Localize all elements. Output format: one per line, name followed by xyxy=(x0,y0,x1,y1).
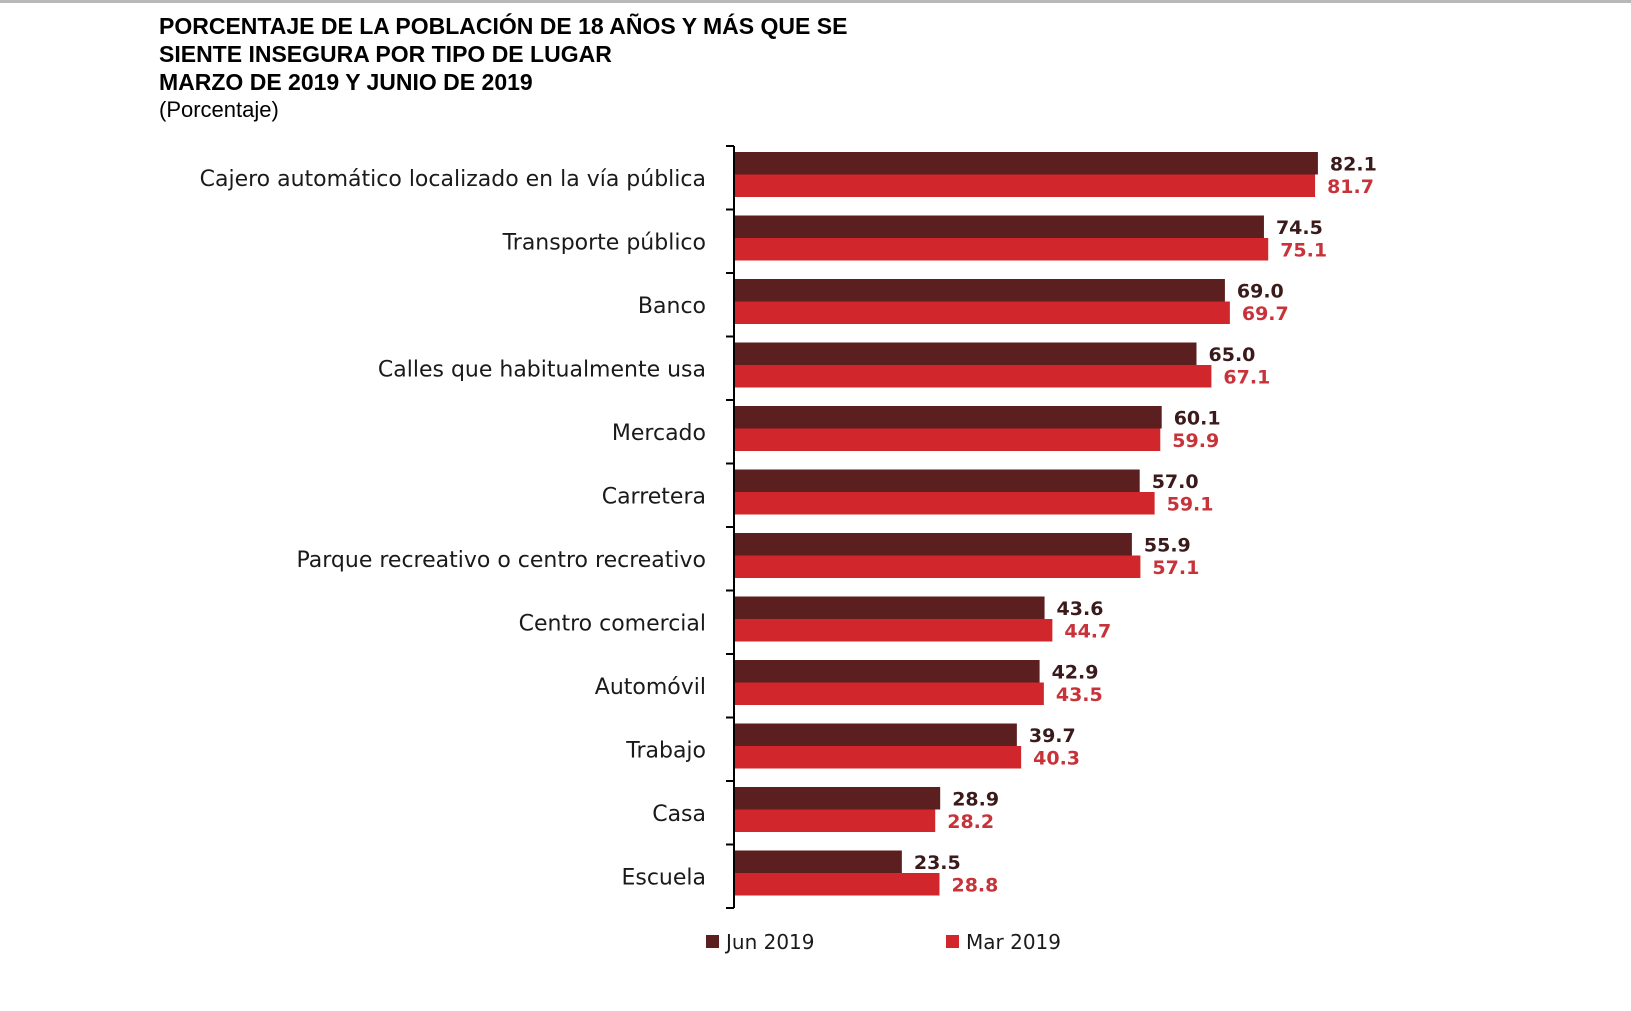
category-label: Cajero automático localizado en la vía p… xyxy=(200,167,706,192)
bar-jun-2019 xyxy=(735,723,1017,746)
value-label-jun-2019: 65.0 xyxy=(1209,344,1256,366)
chart-subtitle: (Porcentaje) xyxy=(159,97,279,122)
value-label-jun-2019: 57.0 xyxy=(1152,471,1199,493)
category-label: Calles que habitualmente usa xyxy=(378,357,706,382)
bar-mar-2019 xyxy=(735,365,1212,388)
category-label: Casa xyxy=(652,802,706,827)
bar-jun-2019 xyxy=(735,787,941,810)
bar-mar-2019 xyxy=(735,873,940,896)
bar-jun-2019 xyxy=(735,279,1225,302)
bar-jun-2019 xyxy=(735,406,1162,429)
bar-jun-2019 xyxy=(735,152,1318,175)
category-label: Automóvil xyxy=(595,675,706,700)
chart-title-line-3: MARZO DE 2019 Y JUNIO DE 2019 xyxy=(159,69,533,95)
value-label-jun-2019: 60.1 xyxy=(1174,407,1221,429)
value-label-jun-2019: 28.9 xyxy=(952,788,999,810)
bar-jun-2019 xyxy=(735,342,1197,365)
chart-title-line-1: PORCENTAJE DE LA POBLACIÓN DE 18 AÑOS Y … xyxy=(159,13,848,39)
bar-mar-2019 xyxy=(735,238,1269,261)
bar-jun-2019 xyxy=(735,596,1045,619)
category-label: Transporte público xyxy=(502,230,706,255)
bar-jun-2019 xyxy=(735,469,1140,492)
bar-mar-2019 xyxy=(735,619,1053,642)
value-label-mar-2019: 44.7 xyxy=(1064,620,1111,642)
value-label-jun-2019: 55.9 xyxy=(1144,534,1191,556)
category-label: Escuela xyxy=(621,865,706,890)
value-label-mar-2019: 67.1 xyxy=(1223,366,1270,388)
bar-mar-2019 xyxy=(735,428,1161,451)
category-label: Centro comercial xyxy=(519,611,706,636)
value-label-mar-2019: 69.7 xyxy=(1242,303,1289,325)
value-label-mar-2019: 81.7 xyxy=(1327,176,1374,198)
chart-title-line-2: SIENTE INSEGURA POR TIPO DE LUGAR xyxy=(159,41,612,67)
top-rule xyxy=(0,0,1631,3)
value-label-jun-2019: 69.0 xyxy=(1237,280,1284,302)
value-label-mar-2019: 43.5 xyxy=(1056,684,1103,706)
bar-jun-2019 xyxy=(735,533,1132,556)
legend-label-mar-2019: Mar 2019 xyxy=(966,930,1061,954)
bar-mar-2019 xyxy=(735,682,1044,705)
value-label-mar-2019: 28.2 xyxy=(947,811,994,833)
bar-mar-2019 xyxy=(735,492,1155,515)
bar-mar-2019 xyxy=(735,301,1230,324)
value-label-mar-2019: 40.3 xyxy=(1033,747,1080,769)
category-label: Trabajo xyxy=(625,738,706,763)
bar-jun-2019 xyxy=(735,215,1264,238)
value-label-jun-2019: 82.1 xyxy=(1330,153,1377,175)
legend-label-jun-2019: Jun 2019 xyxy=(724,930,815,954)
value-label-mar-2019: 59.1 xyxy=(1167,493,1214,515)
bar-mar-2019 xyxy=(735,555,1141,578)
bar-mar-2019 xyxy=(735,809,936,832)
value-label-jun-2019: 39.7 xyxy=(1029,725,1076,747)
value-label-mar-2019: 28.8 xyxy=(951,874,998,896)
category-label: Parque recreativo o centro recreativo xyxy=(297,548,707,573)
value-label-jun-2019: 42.9 xyxy=(1052,661,1099,683)
value-label-jun-2019: 74.5 xyxy=(1276,217,1323,239)
legend-swatch-jun-2019 xyxy=(706,935,719,948)
category-label: Carretera xyxy=(602,484,706,509)
value-label-mar-2019: 59.9 xyxy=(1172,430,1219,452)
chart-title-block: PORCENTAJE DE LA POBLACIÓN DE 18 AÑOS Y … xyxy=(159,12,1259,124)
bar-jun-2019 xyxy=(735,850,902,873)
value-label-jun-2019: 23.5 xyxy=(914,852,961,874)
value-label-jun-2019: 43.6 xyxy=(1057,598,1104,620)
value-label-mar-2019: 75.1 xyxy=(1280,239,1327,261)
bar-jun-2019 xyxy=(735,660,1040,683)
category-label: Banco xyxy=(638,294,706,319)
category-label: Mercado xyxy=(612,421,706,446)
legend-swatch-mar-2019 xyxy=(946,935,959,948)
bar-mar-2019 xyxy=(735,174,1316,197)
bar-mar-2019 xyxy=(735,746,1022,769)
value-label-mar-2019: 57.1 xyxy=(1152,557,1199,579)
